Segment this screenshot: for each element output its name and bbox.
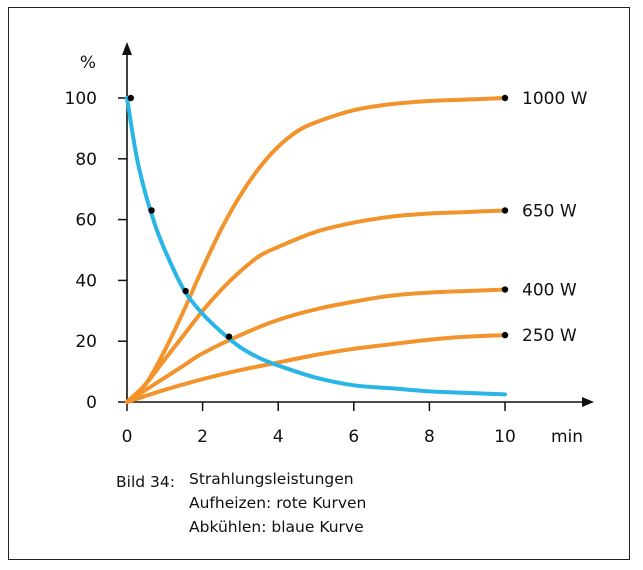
y-tick-label: 60 [75,211,97,231]
series-label: 250 W [522,326,577,346]
heating-curve-250w [125,333,507,404]
heating-curve-400w [125,287,507,404]
caption-line-2: Aufheizen: rote Kurven [189,494,367,512]
series-label: 650 W [522,201,577,221]
y-tick-label: 40 [75,271,97,291]
x-axis-arrow [582,397,594,407]
data-point-marker [501,207,509,214]
series-label: 1000 W [522,89,588,109]
x-axis-label: min [551,427,583,447]
data-point-marker [148,207,155,214]
x-tick-label: 10 [494,427,516,447]
data-point-marker [182,287,189,295]
y-tick-label: 0 [86,393,97,413]
cooling-curve [125,96,507,397]
heating-curve-650w [125,208,507,404]
data-point-marker [225,333,233,340]
series-label: 400 W [522,281,577,301]
y-tick-label: 100 [65,89,97,109]
caption-line-3: Abkühlen: blaue Kurve [189,518,364,536]
x-tick-label: 6 [348,427,359,447]
caption-number: Bild 34: [116,473,175,491]
data-point-marker [501,331,509,339]
data-point-marker [501,286,509,293]
curves [125,96,507,404]
x-tick-label: 4 [273,427,284,447]
data-point-marker [501,94,509,102]
x-tick-label: 0 [122,427,133,447]
y-axis-arrow [122,42,132,55]
figure-frame [8,7,630,560]
markers [127,94,509,340]
x-tick-label: 8 [424,427,435,447]
series-labels: 1000 W 650 W 400 W 250 W [522,89,588,346]
heating-curve-1000w [125,96,507,404]
x-tick-label: 2 [197,427,208,447]
data-point-marker [127,94,134,102]
y-tick-label: 20 [75,332,97,352]
y-axis-label: % [80,53,96,73]
caption-line-1: Strahlungsleistungen [189,470,354,488]
y-tick-label: 80 [75,150,97,170]
